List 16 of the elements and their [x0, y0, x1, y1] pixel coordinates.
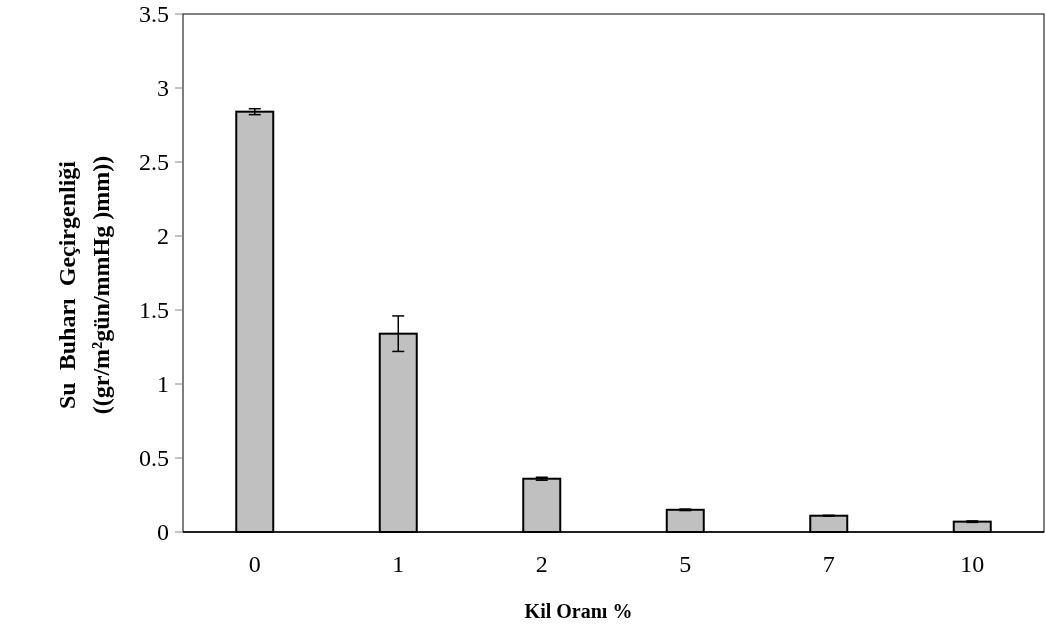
x-tick-label: 1 — [392, 551, 405, 577]
y-tick-label: 3.5 — [139, 1, 169, 28]
y-tick-label: 0.5 — [139, 445, 169, 472]
y-tick-label: 1 — [157, 371, 169, 398]
y-tick-label: 0 — [157, 519, 169, 546]
x-tick-label: 10 — [960, 551, 985, 577]
x-tick-label: 7 — [822, 551, 835, 577]
y-tick-label: 2 — [157, 223, 169, 250]
y-tick-label: 3 — [157, 75, 169, 102]
x-tick-label: 0 — [248, 551, 261, 577]
y-tick-label: 2.5 — [139, 149, 169, 176]
x-axis-title: Kil Oranı % — [524, 600, 633, 622]
y-axis-title: Su Buharı Geçirgenliği ((gr/m²gün/mmHg )mm)) — [54, 155, 114, 415]
x-tick-label: 2 — [535, 551, 548, 577]
y-tick-label: 1.5 — [139, 297, 169, 324]
x-tick-label: 5 — [679, 551, 692, 577]
